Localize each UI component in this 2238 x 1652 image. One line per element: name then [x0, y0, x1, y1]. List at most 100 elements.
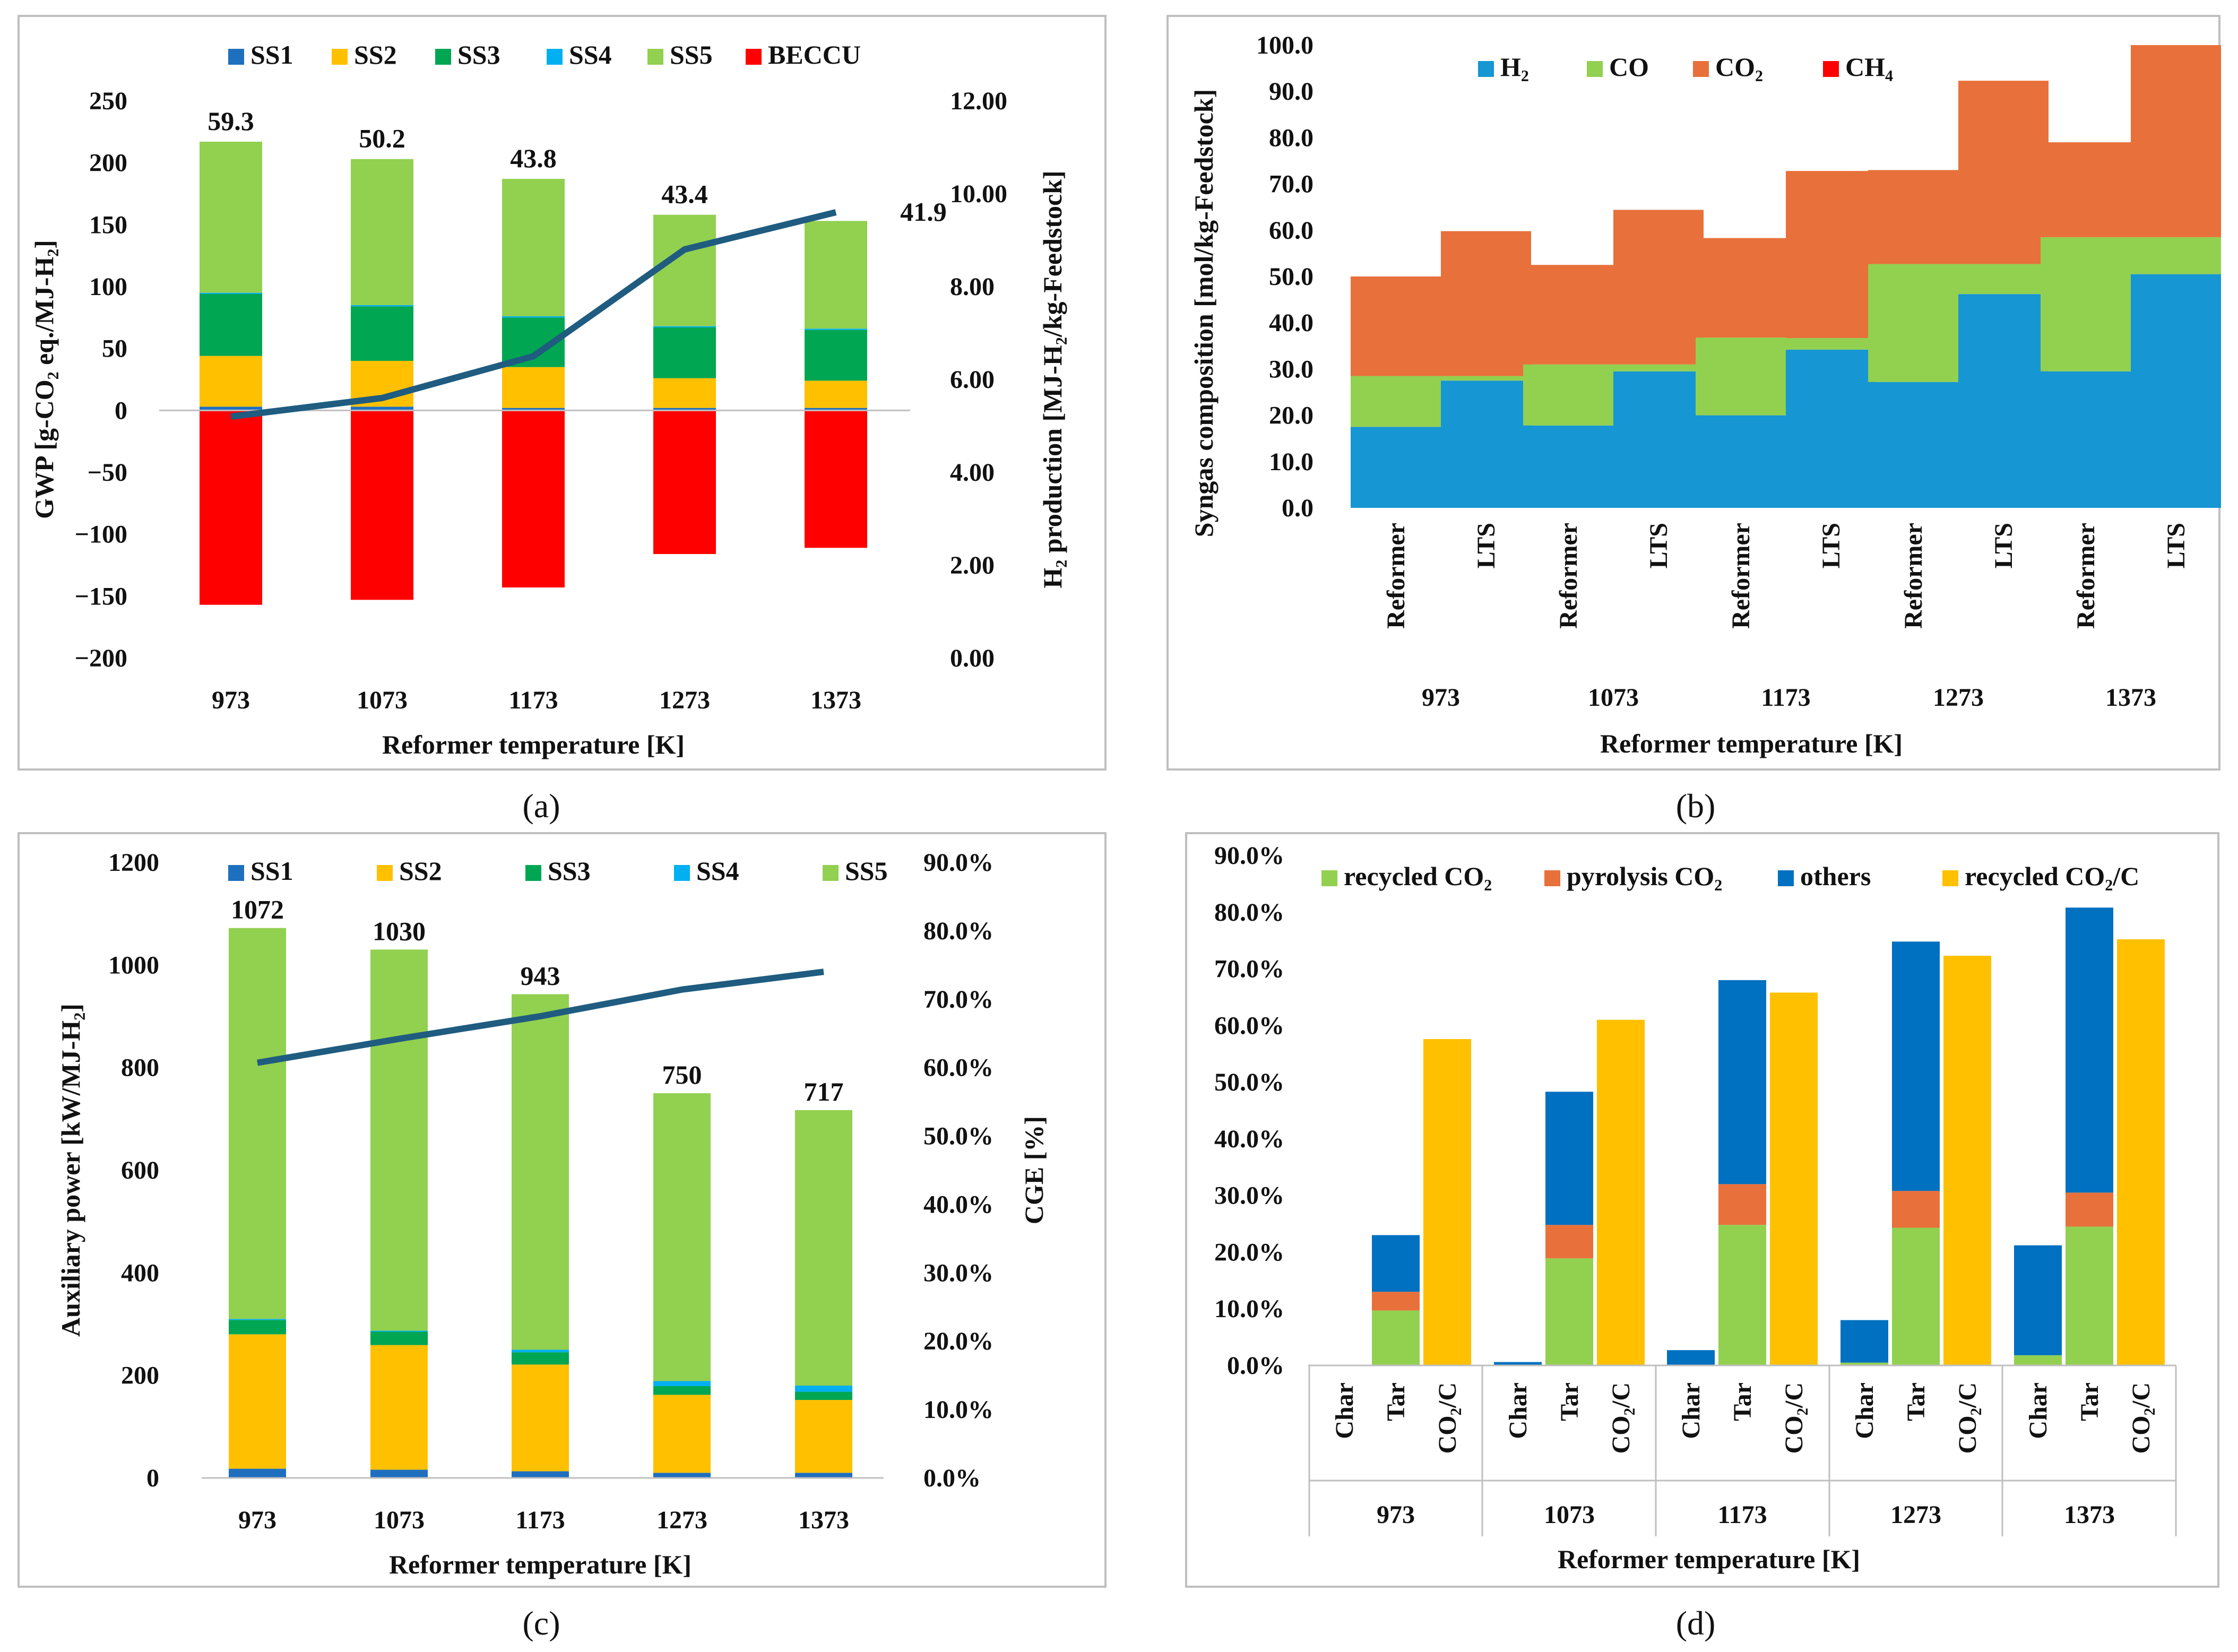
panel-d-sub-tick: Char — [2024, 1382, 2052, 1439]
panel-d-y-tick: 80.0% — [1214, 898, 1284, 927]
panel-b-legend-label-co: CO₂ — [1715, 52, 1763, 82]
panel-d-group-tick: 1273 — [1890, 1501, 1941, 1529]
panel-d-bar-pyrolysis-co-1373-tar — [2066, 1192, 2113, 1227]
panel-b-y-tick: 100.0 — [1256, 31, 1314, 59]
panel-a-y2-tick: 6.00 — [950, 366, 995, 394]
panel-b-bar-h-1273-reformer — [1868, 382, 1958, 508]
panel-b-legend-label-co: CO — [1609, 52, 1649, 82]
panel-d-bar-recycled-co-c-1273-co-c — [1943, 955, 1991, 1365]
panel-a-legend-label-ss4: SS4 — [569, 40, 612, 70]
panel-a-legend-swatch-ss3 — [435, 49, 451, 65]
panel-c-bar-ss3-1073 — [370, 1331, 428, 1345]
panel-b-bar-co-1273-lts — [1958, 81, 2049, 264]
panel-a-chart: SS1 SS2 SS3 SS4 SS5 BECCU 250 200 150 100 50 0 −50 −1… — [29, 40, 1067, 759]
panel-c-bar-ss1-1073 — [370, 1469, 428, 1478]
panel-c-y-tick: 0 — [146, 1464, 159, 1492]
panel-d-bar-others-1173-tar — [1718, 980, 1766, 1184]
panel-c-y-tick: 1000 — [108, 951, 159, 979]
panel-d-chart: recycled CO₂ pyrolysis CO₂ others recycled … — [1214, 842, 2177, 1574]
panel-b-sub-tick: Reformer — [1727, 523, 1755, 629]
panel-b-bar-h-1273-lts — [1958, 294, 2049, 508]
panel-b-y-title: Syngas composition [mol/kg-Feedstock] — [1189, 89, 1219, 537]
panel-b-x-title: Reformer temperature [K] — [1600, 729, 1903, 758]
panel-c-bar-ss3-1273 — [653, 1386, 711, 1395]
panel-c-legend-swatch-ss3 — [525, 865, 541, 881]
panel-c-bar-ss5-1173 — [512, 994, 569, 1350]
panel-b-bar-co-1273-lts — [1958, 264, 2049, 295]
panel-c-bar-ss1-973 — [229, 1468, 286, 1478]
panel-b-y-tick: 40.0 — [1269, 309, 1314, 337]
panel-b-y-tick: 60.0 — [1269, 217, 1314, 245]
panel-b-bar-co-973-reformer — [1351, 376, 1441, 427]
panel-c-bar-ss1-1373 — [795, 1473, 852, 1478]
panel-c-legend-swatch-ss4 — [674, 865, 690, 881]
panel-d-sub-tick: Tar — [1729, 1382, 1757, 1421]
panel-c-legend-label-ss4: SS4 — [696, 856, 739, 886]
panel-a-y2-tick: 2.00 — [950, 551, 995, 580]
panel-b-sub-tick: Reformer — [1382, 523, 1410, 629]
panel-a-bar-ss5-1073 — [351, 159, 413, 305]
panel-a-x-tick: 1073 — [357, 686, 408, 714]
panel-a-bar-ss3-1373 — [805, 330, 867, 381]
panel-c-bar-ss4-1073 — [370, 1330, 428, 1332]
panel-a-y2-tick: 4.00 — [950, 459, 995, 487]
panel-c-y2-tick: 50.0% — [923, 1122, 993, 1151]
panel-c-bar-ss4-973 — [229, 1319, 286, 1320]
panel-a-y-tick: −100 — [75, 521, 127, 549]
panel-letter-d: (d) — [1676, 1604, 1716, 1642]
panel-a-bar-ss4-1073 — [351, 305, 413, 307]
panel-a-y2-tick: 10.00 — [950, 180, 1007, 208]
panel-d-y-tick: 50.0% — [1214, 1068, 1284, 1096]
panel-a-y-tick: 150 — [89, 211, 127, 239]
panel-c-bar-ss2-1173 — [512, 1364, 569, 1472]
panel-c-bar-ss1-1173 — [512, 1471, 569, 1478]
panel-d-bar-recycled-co-1273-char — [1840, 1362, 1888, 1365]
panel-d-bar-recycled-co-c-1073-co-c — [1597, 1019, 1645, 1365]
panel-a-bar-ss3-1073 — [351, 306, 413, 361]
panel-c-bar-ss3-973 — [229, 1320, 286, 1335]
panel-c-bar-ss2-1373 — [795, 1400, 852, 1473]
panel-d-bar-recycled-co-c-973-co-c — [1423, 1039, 1471, 1365]
panel-c-bar-ss1-1273 — [653, 1473, 711, 1478]
panel-letter-c: (c) — [522, 1604, 560, 1642]
panel-d-bar-pyrolysis-co-1273-tar — [1892, 1191, 1940, 1228]
panel-b-group-tick: 1373 — [2105, 684, 2156, 712]
panel-b-bar-co-1273-reformer — [1868, 264, 1958, 382]
panel-b-bar-h-973-lts — [1441, 380, 1531, 508]
panel-c-y2-tick: 90.0% — [923, 849, 993, 877]
panel-a-x-title: Reformer temperature [K] — [382, 730, 685, 759]
panel-c-x-tick: 973 — [238, 1506, 276, 1534]
panel-b-bar-co-1073-reformer — [1523, 364, 1613, 426]
panel-a-legend-swatch-ss2 — [332, 49, 348, 65]
panel-d-bar-pyrolysis-co-973-tar — [1372, 1292, 1420, 1311]
panel-d-bar-recycled-co-c-1373-co-c — [2117, 939, 2165, 1365]
panel-b-legend-swatch-ch — [1823, 61, 1839, 77]
panel-d-bar-others-1273-char — [1840, 1320, 1888, 1363]
panel-c-data-label: 1030 — [373, 916, 426, 946]
panel-b-sub-tick: Reformer — [1554, 523, 1583, 629]
panel-d-sub-tick: CO₂/C — [1780, 1382, 1808, 1454]
panel-b-bar-co-1273-reformer — [1868, 170, 1958, 264]
panel-b-y-tick: 10.0 — [1269, 448, 1314, 476]
panel-c-legend-label-ss2: SS2 — [399, 856, 442, 886]
panel-b-legend-swatch-h — [1478, 61, 1494, 77]
panel-b-legend-label-ch: CH₄ — [1845, 52, 1893, 82]
panel-d-bar-others-1173-char — [1667, 1350, 1715, 1365]
panel-d-bar-recycled-co-1173-tar — [1718, 1225, 1766, 1365]
panel-b-sub-tick: LTS — [1645, 523, 1673, 568]
panel-b-bar-co-1373-lts — [2131, 237, 2221, 274]
panel-d-sub-tick: Char — [1330, 1382, 1359, 1439]
panel-b-bar-co-973-lts — [1441, 376, 1531, 381]
panel-c-bar-ss5-973 — [229, 928, 286, 1319]
panel-a-y-tick: −150 — [75, 582, 127, 610]
panel-b-y-tick: 70.0 — [1269, 170, 1314, 198]
panel-d-y-tick: 90.0% — [1214, 842, 1284, 870]
panel-d-sub-tick: Char — [1851, 1382, 1879, 1439]
panel-a-bar-beccu-1073 — [351, 410, 413, 600]
panel-c-x-tick: 1173 — [515, 1506, 565, 1534]
panel-d-sub-tick: CO₂/C — [2127, 1382, 2155, 1454]
panel-a-y-title: GWP [g-CO₂ eq./MJ-H₂] — [29, 240, 59, 519]
panel-a-bar-ss2-1373 — [805, 380, 867, 408]
panel-a-legend-swatch-beccu — [746, 49, 762, 65]
